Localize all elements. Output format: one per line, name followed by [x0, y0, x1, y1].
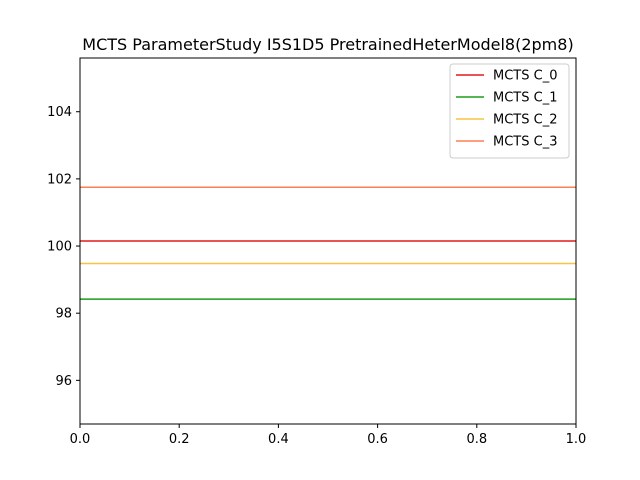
x-axis: 0.0 0.2 0.4 0.6 0.8 1.0 [70, 424, 587, 447]
y-tick-label-4: 104 [47, 105, 72, 120]
legend-label-3: MCTS C_3 [493, 135, 557, 150]
legend-label-1: MCTS C_1 [493, 91, 557, 106]
x-tick-label-2: 0.4 [268, 432, 289, 447]
chart-title: MCTS ParameterStudy I5S1D5 PretrainedHet… [82, 35, 573, 54]
y-tick-label-1: 98 [55, 307, 72, 322]
legend-box [449, 63, 570, 159]
y-tick-label-2: 100 [47, 240, 72, 255]
x-tick-label-5: 1.0 [566, 432, 587, 447]
legend-label-2: MCTS C_2 [493, 113, 557, 128]
plot-frame [79, 57, 577, 425]
y-tick-label-0: 96 [55, 374, 72, 389]
y-tick-label-3: 102 [47, 172, 72, 187]
legend-label-0: MCTS C_0 [493, 69, 557, 84]
series-layer [80, 186, 576, 300]
x-tick-label-3: 0.6 [367, 432, 388, 447]
x-tick-label-1: 0.2 [169, 432, 190, 447]
y-axis: 96 98 100 102 104 [47, 105, 80, 389]
x-tick-label-0: 0.0 [70, 432, 91, 447]
legend: MCTS C_0 MCTS C_1 MCTS C_2 MCTS C_3 [449, 63, 570, 159]
x-tick-label-4: 0.8 [466, 432, 487, 447]
